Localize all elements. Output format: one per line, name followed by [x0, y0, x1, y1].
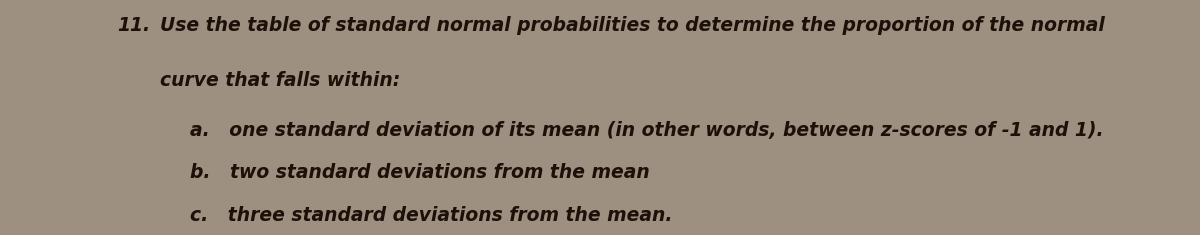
Text: Use the table of standard normal probabilities to determine the proportion of th: Use the table of standard normal probabi… [160, 16, 1104, 35]
Text: a.   one standard deviation of its mean (in other words, between z-scores of -1 : a. one standard deviation of its mean (i… [190, 121, 1103, 140]
Text: c.   three standard deviations from the mean.: c. three standard deviations from the me… [190, 206, 672, 225]
Text: curve that falls within:: curve that falls within: [160, 70, 400, 90]
Text: 11.: 11. [118, 16, 151, 35]
Text: b.   two standard deviations from the mean: b. two standard deviations from the mean [190, 163, 649, 182]
